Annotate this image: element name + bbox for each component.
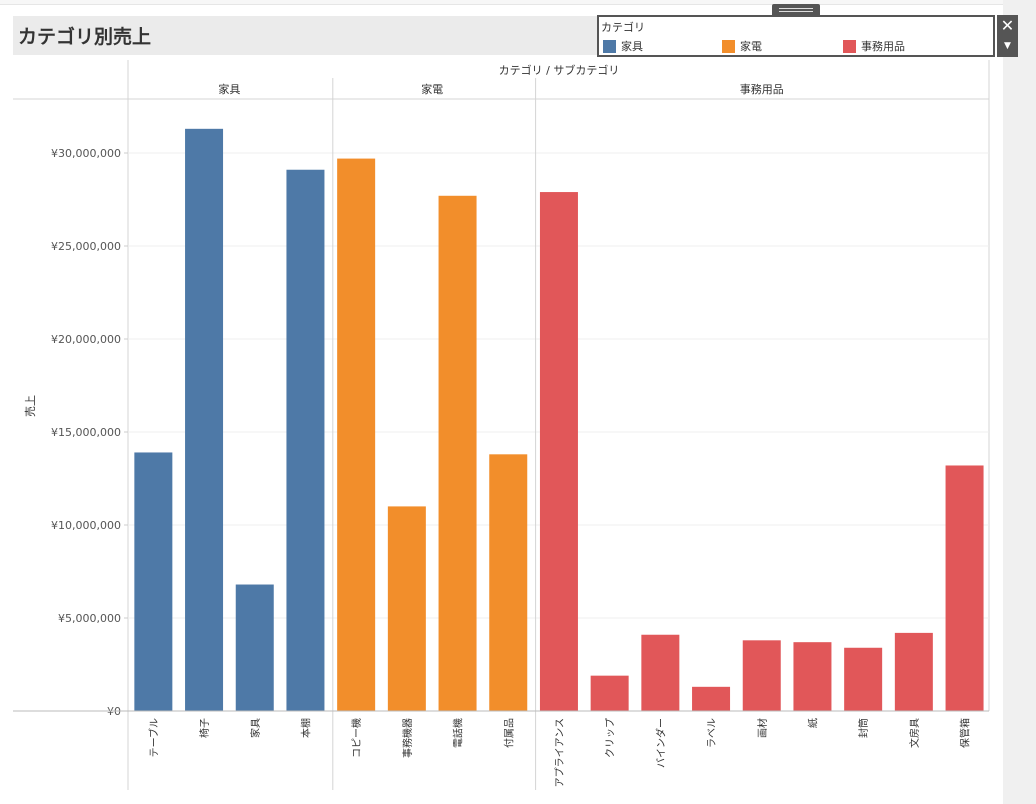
y-tick-label: ¥30,000,000 — [51, 147, 121, 160]
legend-item-electronics[interactable]: 家電 — [722, 38, 762, 54]
bar — [387, 506, 426, 711]
x-tick-label: バインダー — [654, 718, 667, 768]
drag-handle[interactable] — [772, 4, 820, 15]
bar — [337, 158, 376, 711]
x-tick-label: 封筒 — [857, 718, 870, 738]
legend-label: 家電 — [740, 40, 762, 53]
bar — [134, 452, 173, 711]
bar — [844, 647, 883, 711]
legend-label: 家具 — [621, 40, 643, 53]
bar — [539, 192, 578, 711]
x-tick-label: テーブル — [147, 718, 160, 757]
legend-swatch — [603, 39, 616, 53]
bar — [742, 640, 781, 711]
legend-label: 事務用品 — [861, 40, 905, 53]
x-tick-label: 椅子 — [198, 718, 211, 738]
bar — [692, 686, 731, 711]
group-header: 家電 — [421, 82, 443, 96]
x-tick-label: 事務機器 — [401, 718, 414, 758]
legend-panel[interactable]: カテゴリ 家具 家電 事務用品 — [597, 15, 995, 57]
legend-title: カテゴリ — [601, 21, 645, 34]
tab-strip — [0, 0, 1003, 5]
scroll-area[interactable] — [1003, 0, 1036, 804]
y-tick-label: ¥20,000,000 — [51, 333, 121, 346]
y-tick-label: ¥10,000,000 — [51, 519, 121, 532]
bar — [235, 584, 274, 711]
column-header: カテゴリ / サブカテゴリ — [499, 63, 620, 77]
legend-swatch — [843, 39, 856, 53]
bar — [945, 465, 984, 711]
close-icon[interactable]: ✕ — [1000, 16, 1015, 35]
page-title: カテゴリ別売上 — [18, 26, 152, 48]
legend-item-office-supplies[interactable]: 事務用品 — [843, 38, 905, 54]
x-tick-label: 保管箱 — [959, 718, 972, 748]
x-tick-label: 紙 — [806, 718, 819, 728]
bar — [590, 675, 629, 711]
bar — [185, 128, 224, 711]
bar — [894, 632, 933, 711]
group-header: 家具 — [218, 82, 240, 96]
x-tick-label: 本棚 — [299, 718, 312, 738]
y-tick-label: ¥15,000,000 — [51, 426, 121, 439]
x-tick-label: ラベル — [706, 718, 718, 748]
legend-item-furniture[interactable]: 家具 — [603, 38, 643, 54]
group-header: 事務用品 — [740, 82, 784, 96]
x-tick-label: 文房具 — [908, 718, 921, 748]
bar-chart: カテゴリ / サブカテゴリ¥0¥5,000,000¥10,000,000¥15,… — [13, 60, 990, 790]
legend-controls — [997, 15, 1018, 57]
bar — [438, 195, 477, 711]
bar — [489, 454, 528, 711]
x-tick-label: 家具 — [249, 718, 262, 738]
x-tick-label: アプライアンス — [554, 718, 566, 787]
x-tick-label: コピー機 — [350, 718, 363, 758]
bar — [793, 642, 832, 711]
y-axis-label: 売上 — [24, 395, 37, 417]
bar — [286, 169, 325, 712]
dropdown-arrow-icon[interactable]: ▼ — [1004, 41, 1011, 51]
x-tick-label: 画材 — [756, 718, 769, 738]
x-tick-label: クリップ — [605, 718, 617, 758]
y-tick-label: ¥25,000,000 — [51, 240, 121, 253]
x-tick-label: 電話機 — [452, 718, 465, 748]
y-tick-label: ¥5,000,000 — [58, 612, 121, 625]
x-tick-label: 付属品 — [502, 718, 515, 748]
legend-swatch — [722, 39, 735, 53]
bar — [641, 634, 680, 711]
